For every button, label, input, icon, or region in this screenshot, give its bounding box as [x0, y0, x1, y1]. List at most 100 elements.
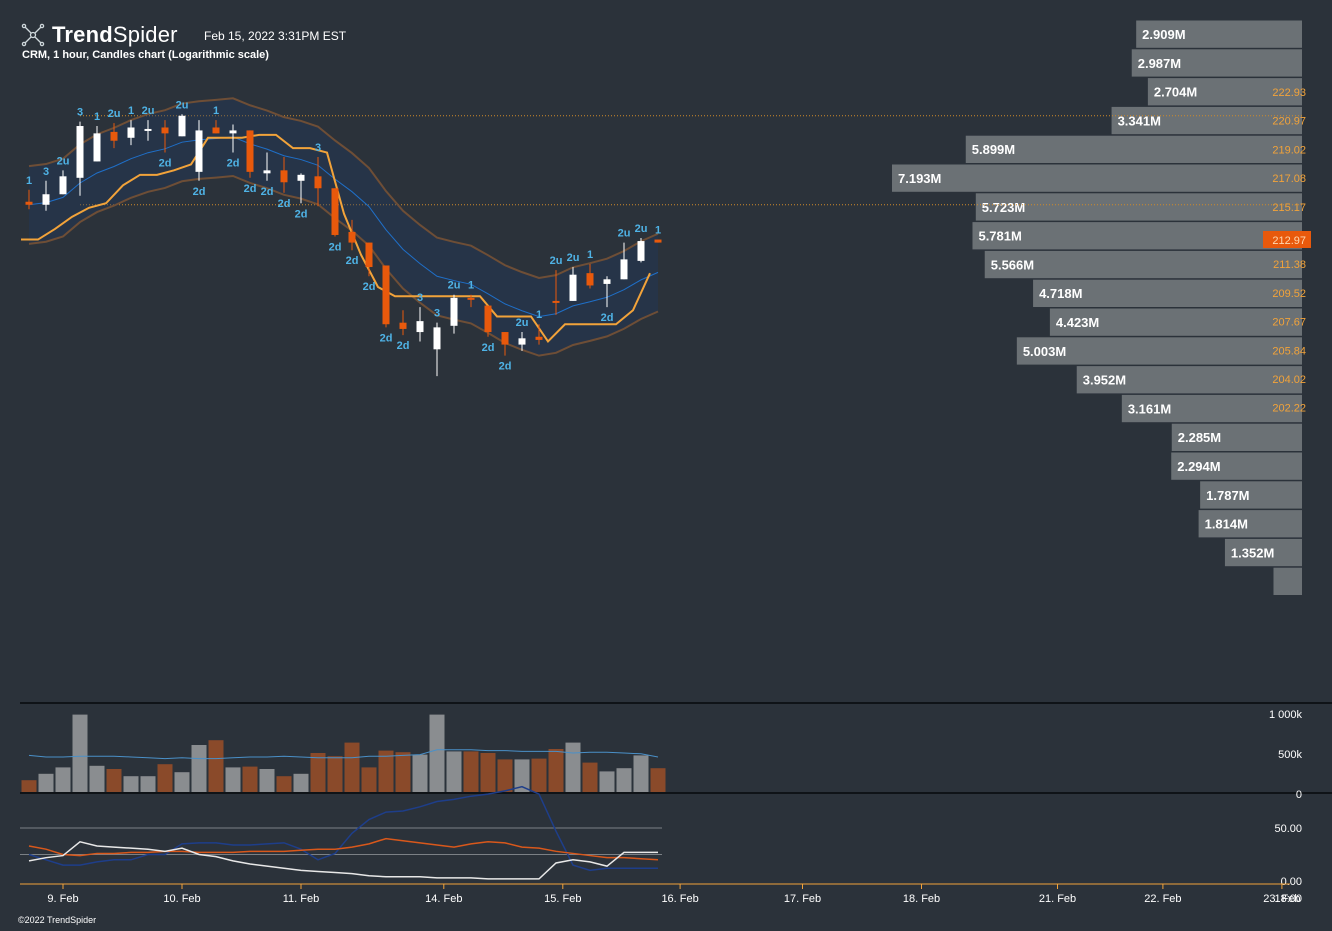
candle-label: 2u [176, 99, 189, 111]
volume-bar [123, 776, 139, 793]
candle-body [178, 115, 186, 137]
price-axis-tick: 222.93 [1272, 87, 1306, 99]
candle-body [569, 274, 577, 301]
candle-body [25, 201, 33, 205]
candle-body [297, 174, 305, 181]
candle-body [229, 130, 237, 134]
volume-bar [548, 749, 564, 793]
volume-profile-bar [1121, 394, 1302, 423]
volume-bar [514, 759, 530, 793]
volume-profile-bar [1016, 337, 1302, 365]
volume-bar [208, 740, 224, 793]
volume-profile-label: 2.294M [1177, 459, 1220, 474]
volume-profile-bar [965, 135, 1302, 163]
volume-profile-bar [1136, 20, 1302, 48]
volume-bar [72, 714, 88, 793]
volume-profile-bar [1273, 567, 1302, 595]
x-axis-label: 21. Feb [1039, 893, 1076, 905]
volume-bar [21, 780, 37, 793]
volume-bar [276, 776, 292, 793]
candle-body [42, 194, 50, 205]
x-axis-tail-label: 18:00 [1274, 893, 1302, 905]
volume-profile-label: 1.814M [1205, 517, 1248, 532]
price-axis-tick: 211.38 [1273, 259, 1306, 271]
volume-bar [174, 772, 190, 793]
volume-axis-tick: 500k [1278, 749, 1302, 761]
candle-body [76, 126, 84, 178]
candle-label: 2u [108, 108, 121, 120]
volume-bar [395, 752, 411, 793]
volume-bar [225, 767, 241, 793]
volume-profile-label: 4.718M [1039, 286, 1082, 301]
x-axis-label: 22. Feb [1144, 893, 1181, 905]
volume-profile-label: 5.781M [978, 229, 1021, 244]
last-price-label: 212.97 [1272, 235, 1306, 247]
volume-profile-label: 2.285M [1178, 430, 1221, 445]
candle-label: 2d [346, 255, 359, 267]
volume-profile-label: 1.787M [1206, 488, 1249, 503]
volume-bar [378, 750, 394, 793]
candle-body [637, 241, 645, 261]
volume-bar [106, 769, 122, 793]
candle-body [620, 259, 628, 280]
candle-label: 2d [601, 312, 614, 324]
volume-profile-bar [1147, 78, 1302, 106]
candle-label: 2d [278, 198, 291, 210]
price-axis-tick: 207.67 [1272, 317, 1306, 329]
volume-profile-bar [1111, 106, 1302, 135]
candle-label: 2u [448, 280, 461, 292]
price-axis-tick: 220.97 [1272, 116, 1306, 128]
oscillator-blue-line [28, 785, 658, 872]
candle-body [433, 327, 441, 350]
candle-label: 2d [380, 332, 393, 344]
volume-bar [565, 742, 581, 793]
candle-label: 2u [567, 252, 580, 264]
volume-profile-label: 2.704M [1154, 85, 1197, 100]
volume-profile-bar [1224, 538, 1302, 567]
volume-profile-bar [972, 222, 1302, 250]
volume-profile-label: 2.909M [1142, 27, 1185, 42]
volume-profile-label: 5.003M [1023, 344, 1066, 359]
candle-label: 2d [193, 186, 206, 198]
price-axis-tick: 205.84 [1272, 345, 1306, 357]
volume-profile-label: 1.352M [1231, 545, 1274, 560]
volume-bar [140, 776, 156, 793]
candle-body [484, 305, 492, 333]
candle-body [399, 322, 407, 329]
candle-label: 2u [618, 228, 631, 240]
volume-bar [259, 769, 275, 793]
candle-body [365, 242, 373, 268]
volume-profile-label: 2.987M [1138, 56, 1181, 71]
candle-body [59, 176, 67, 195]
candle-label: 1 [128, 105, 134, 117]
candle-body [212, 127, 220, 134]
candle-body [246, 130, 254, 172]
volume-bar [242, 766, 258, 793]
volume-bar [310, 753, 326, 793]
volume-bar [582, 762, 598, 793]
volume-profile-label: 3.341M [1118, 113, 1161, 128]
volume-profile-label: 3.952M [1083, 373, 1126, 388]
x-axis-label: 14. Feb [425, 893, 462, 905]
x-axis-label: 16. Feb [661, 893, 698, 905]
volume-bar [38, 773, 54, 793]
candle-body [280, 170, 288, 183]
volume-average-line [28, 749, 659, 760]
copyright: ©2022 TrendSpider [18, 915, 97, 925]
candle-body [450, 297, 458, 326]
candle-label: 2d [329, 241, 342, 253]
volume-profile-bar [1033, 279, 1302, 307]
candle-label: 1 [213, 105, 219, 117]
candle-label: 2d [227, 158, 240, 170]
candle-body [314, 176, 322, 189]
volume-profile-bar [984, 250, 1302, 279]
volume-bar [497, 759, 513, 793]
volume-profile-label: 5.566M [991, 257, 1034, 272]
candle-body [382, 265, 390, 325]
candle-body [654, 239, 662, 243]
price-axis-tick: 217.08 [1272, 173, 1306, 185]
volume-profile-label: 5.723M [982, 200, 1025, 215]
spider-logo-icon [21, 23, 45, 47]
